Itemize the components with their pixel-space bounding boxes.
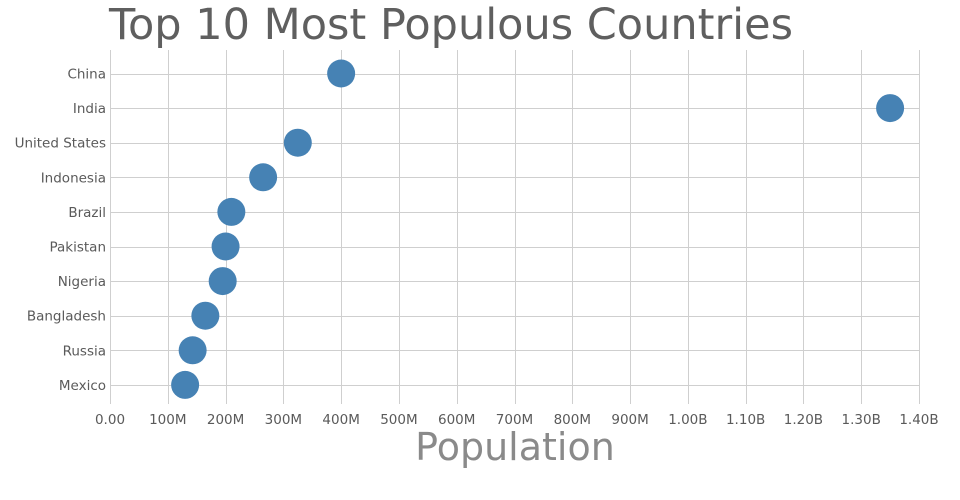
x-tick-label: 0.00 bbox=[95, 412, 125, 428]
y-tick-label: China bbox=[67, 67, 106, 83]
y-tick-label: Pakistan bbox=[49, 240, 106, 256]
x-tick-label: 500M bbox=[380, 412, 417, 428]
data-point[interactable] bbox=[171, 370, 200, 399]
data-point[interactable] bbox=[249, 163, 278, 192]
y-tick-label: Brazil bbox=[68, 205, 106, 221]
x-axis-title: Population bbox=[415, 425, 615, 469]
x-tick-label: 600M bbox=[438, 412, 475, 428]
x-tick-label: 800M bbox=[554, 412, 591, 428]
data-point[interactable] bbox=[208, 267, 237, 296]
x-tick-label: 100M bbox=[149, 412, 186, 428]
y-tick-label: Russia bbox=[63, 343, 106, 359]
x-tick-label: 1.00B bbox=[668, 412, 707, 428]
x-tick-label: 200M bbox=[207, 412, 244, 428]
y-tick-label: Bangladesh bbox=[27, 309, 106, 325]
x-tick-label: 300M bbox=[265, 412, 302, 428]
data-points bbox=[171, 59, 905, 399]
y-gridlines bbox=[110, 74, 919, 386]
y-tick-label: India bbox=[73, 101, 106, 117]
x-tick-label: 1.30B bbox=[842, 412, 881, 428]
x-tick-labels: 0.00 100M 200M 300M 400M 500M 600M 700M 800M 900M… bbox=[95, 412, 939, 428]
y-tick-label: Indonesia bbox=[41, 170, 106, 186]
x-tick-label: 1.10B bbox=[726, 412, 765, 428]
data-point[interactable] bbox=[191, 301, 220, 330]
x-tick-label: 900M bbox=[611, 412, 648, 428]
y-tick-labels: China India United States Indonesia Brazil Pa… bbox=[15, 67, 106, 394]
data-point[interactable] bbox=[178, 336, 207, 365]
chart-title: Top 10 Most Populous Countries bbox=[109, 0, 793, 50]
y-tick-label: Nigeria bbox=[58, 274, 106, 290]
x-tick-label: 1.20B bbox=[784, 412, 823, 428]
y-tick-label: Mexico bbox=[59, 378, 106, 394]
data-point[interactable] bbox=[211, 232, 240, 261]
data-point[interactable] bbox=[876, 94, 905, 123]
x-tick-label: 700M bbox=[496, 412, 533, 428]
data-point[interactable] bbox=[217, 197, 246, 226]
x-tick-label: 1.40B bbox=[899, 412, 938, 428]
y-tick-label: United States bbox=[15, 136, 106, 152]
data-point[interactable] bbox=[327, 59, 356, 88]
x-tick-label: 400M bbox=[322, 412, 359, 428]
data-point[interactable] bbox=[283, 128, 312, 157]
